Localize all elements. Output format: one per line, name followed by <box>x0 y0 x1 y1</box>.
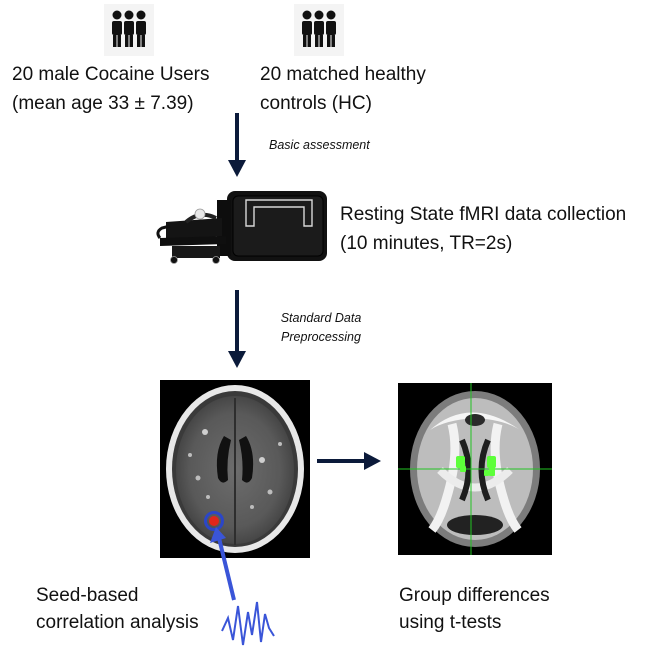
cocaine-users-label-line1: 20 male Cocaine Users <box>12 64 210 85</box>
scanner-label-line2: (10 minutes, TR=2s) <box>340 233 513 254</box>
arrow-right <box>317 452 381 470</box>
group-differences-label-line1: Group differences <box>399 585 550 606</box>
group-result-brain-image <box>398 383 552 555</box>
seed-marker-icon <box>204 511 224 531</box>
mri-scanner-icon <box>156 191 327 264</box>
healthy-controls-label-line1: 20 matched healthy <box>260 64 426 85</box>
seed-analysis-label-line1: Seed-based <box>36 585 139 606</box>
arrow-down-2 <box>228 290 246 368</box>
basic-assessment-label: Basic assessment <box>269 138 370 152</box>
people-group-icon-left <box>104 4 154 56</box>
bold-signal-waveform <box>221 601 275 646</box>
scanner-label-line1: Resting State fMRI data collection <box>340 204 627 225</box>
arrow-down-1 <box>228 113 246 177</box>
preprocessing-label-line1: Standard Data <box>280 311 362 325</box>
healthy-controls-label-line2: controls (HC) <box>260 93 372 114</box>
preprocessing-label-line2: Preprocessing <box>281 330 361 344</box>
group-differences-label-line2: using t-tests <box>399 612 502 633</box>
people-group-icon-right <box>294 4 344 56</box>
seed-analysis-label-line2: correlation analysis <box>36 612 199 633</box>
cocaine-users-label-line2: (mean age 33 ± 7.39) <box>12 93 194 114</box>
structural-brain-image <box>160 380 310 558</box>
seed-pointer-arrow <box>210 527 236 601</box>
significant-clusters <box>456 456 496 476</box>
